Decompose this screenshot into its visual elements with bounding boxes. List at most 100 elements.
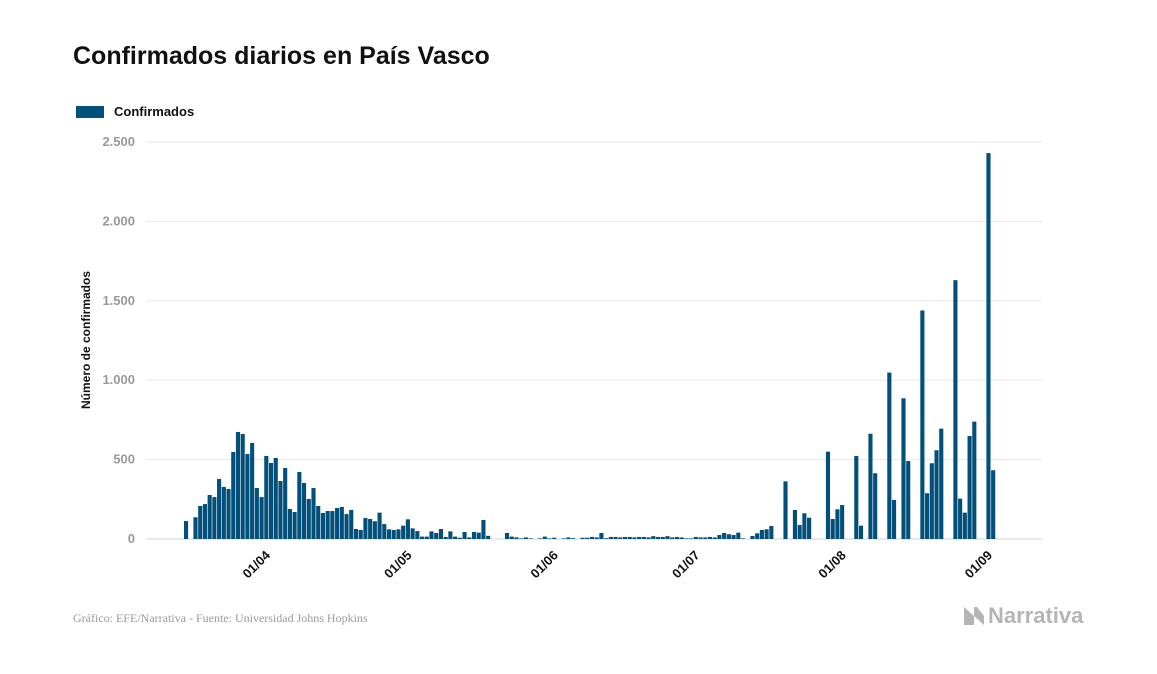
bar: [717, 535, 722, 539]
bar: [972, 421, 977, 539]
bar: [873, 473, 878, 539]
narrativa-logo-icon: [964, 607, 984, 625]
bar: [410, 528, 415, 539]
bar: [665, 536, 670, 539]
bar: [604, 538, 609, 539]
chart-title: Confirmados diarios en País Vasco: [73, 42, 490, 70]
x-tick-label: 01/06: [527, 548, 561, 582]
bar: [892, 499, 897, 539]
source-footer: Gráfico: EFE/Narrativa - Fuente: Univers…: [73, 611, 368, 625]
bar: [245, 454, 250, 539]
bar: [750, 535, 755, 539]
bar: [368, 518, 373, 539]
bar: [538, 538, 543, 539]
bar: [302, 482, 307, 539]
bar: [453, 536, 458, 539]
bar: [769, 525, 774, 539]
bar: [240, 434, 245, 539]
bar: [476, 532, 481, 539]
bar: [547, 538, 552, 539]
bar: [608, 536, 613, 539]
bar: [358, 529, 363, 539]
bar: [429, 531, 434, 539]
bar: [504, 532, 510, 539]
bar: [528, 538, 533, 539]
bar: [386, 529, 392, 539]
bar: [382, 524, 387, 539]
bar: [320, 512, 325, 539]
bar: [731, 535, 736, 539]
bar: [759, 529, 764, 539]
bar: [339, 506, 344, 539]
bar: [835, 509, 840, 539]
bar: [198, 505, 203, 539]
bar: [679, 537, 684, 539]
bar: [726, 534, 731, 539]
bar: [632, 537, 637, 539]
bar: [330, 511, 335, 539]
bar: [589, 536, 595, 539]
bar: [316, 505, 321, 539]
y-tick-label: 500: [113, 452, 135, 467]
bar: [920, 310, 925, 539]
bar: [542, 536, 547, 539]
bar: [656, 536, 661, 539]
bar: [868, 433, 873, 539]
bar: [207, 495, 212, 539]
bar: [646, 537, 651, 539]
bar: [585, 537, 590, 539]
bar: [552, 537, 557, 539]
bar: [438, 528, 443, 539]
bar: [325, 511, 330, 539]
bar: [486, 535, 491, 539]
bar: [707, 536, 713, 539]
bar: [481, 519, 486, 539]
bar: [571, 538, 576, 539]
bar: [335, 508, 340, 539]
bar: [637, 536, 642, 539]
bar: [221, 486, 226, 539]
x-tick-label: 01/09: [962, 548, 996, 582]
bar: [660, 536, 665, 539]
bar: [703, 537, 708, 539]
bar: [217, 478, 222, 539]
bar: [958, 498, 963, 539]
x-tick-label: 01/07: [669, 548, 703, 582]
bar: [962, 512, 967, 539]
bar: [344, 514, 349, 539]
bar: [906, 461, 911, 539]
bar: [514, 537, 519, 539]
bar: [797, 525, 802, 539]
bar: [415, 531, 420, 539]
bar: [259, 497, 264, 539]
bar: [934, 450, 939, 539]
bar: [273, 458, 278, 539]
bar: [618, 537, 623, 539]
bar: [509, 536, 514, 539]
y-tick-label: 2.000: [102, 213, 135, 228]
bar: [420, 536, 425, 539]
bar: [670, 537, 675, 539]
logo-text: Narrativa: [988, 603, 1084, 628]
bar: [250, 442, 255, 539]
bar: [986, 153, 991, 539]
bar: [925, 493, 930, 539]
bar: [991, 470, 996, 539]
bar: [693, 536, 698, 539]
bar: [349, 509, 354, 539]
legend: Confirmados: [76, 104, 194, 119]
bar: [641, 536, 646, 539]
bar: [212, 497, 217, 539]
bar: [764, 529, 769, 539]
bar: [627, 536, 632, 539]
bar: [292, 512, 297, 539]
x-tick-label: 01/08: [815, 548, 849, 582]
bar: [363, 518, 368, 539]
bar: [434, 532, 439, 539]
bar: [353, 528, 359, 539]
bar: [613, 536, 618, 539]
bar: [462, 532, 467, 539]
bar: [953, 280, 958, 539]
bar: [268, 462, 274, 539]
bar: [807, 517, 812, 539]
